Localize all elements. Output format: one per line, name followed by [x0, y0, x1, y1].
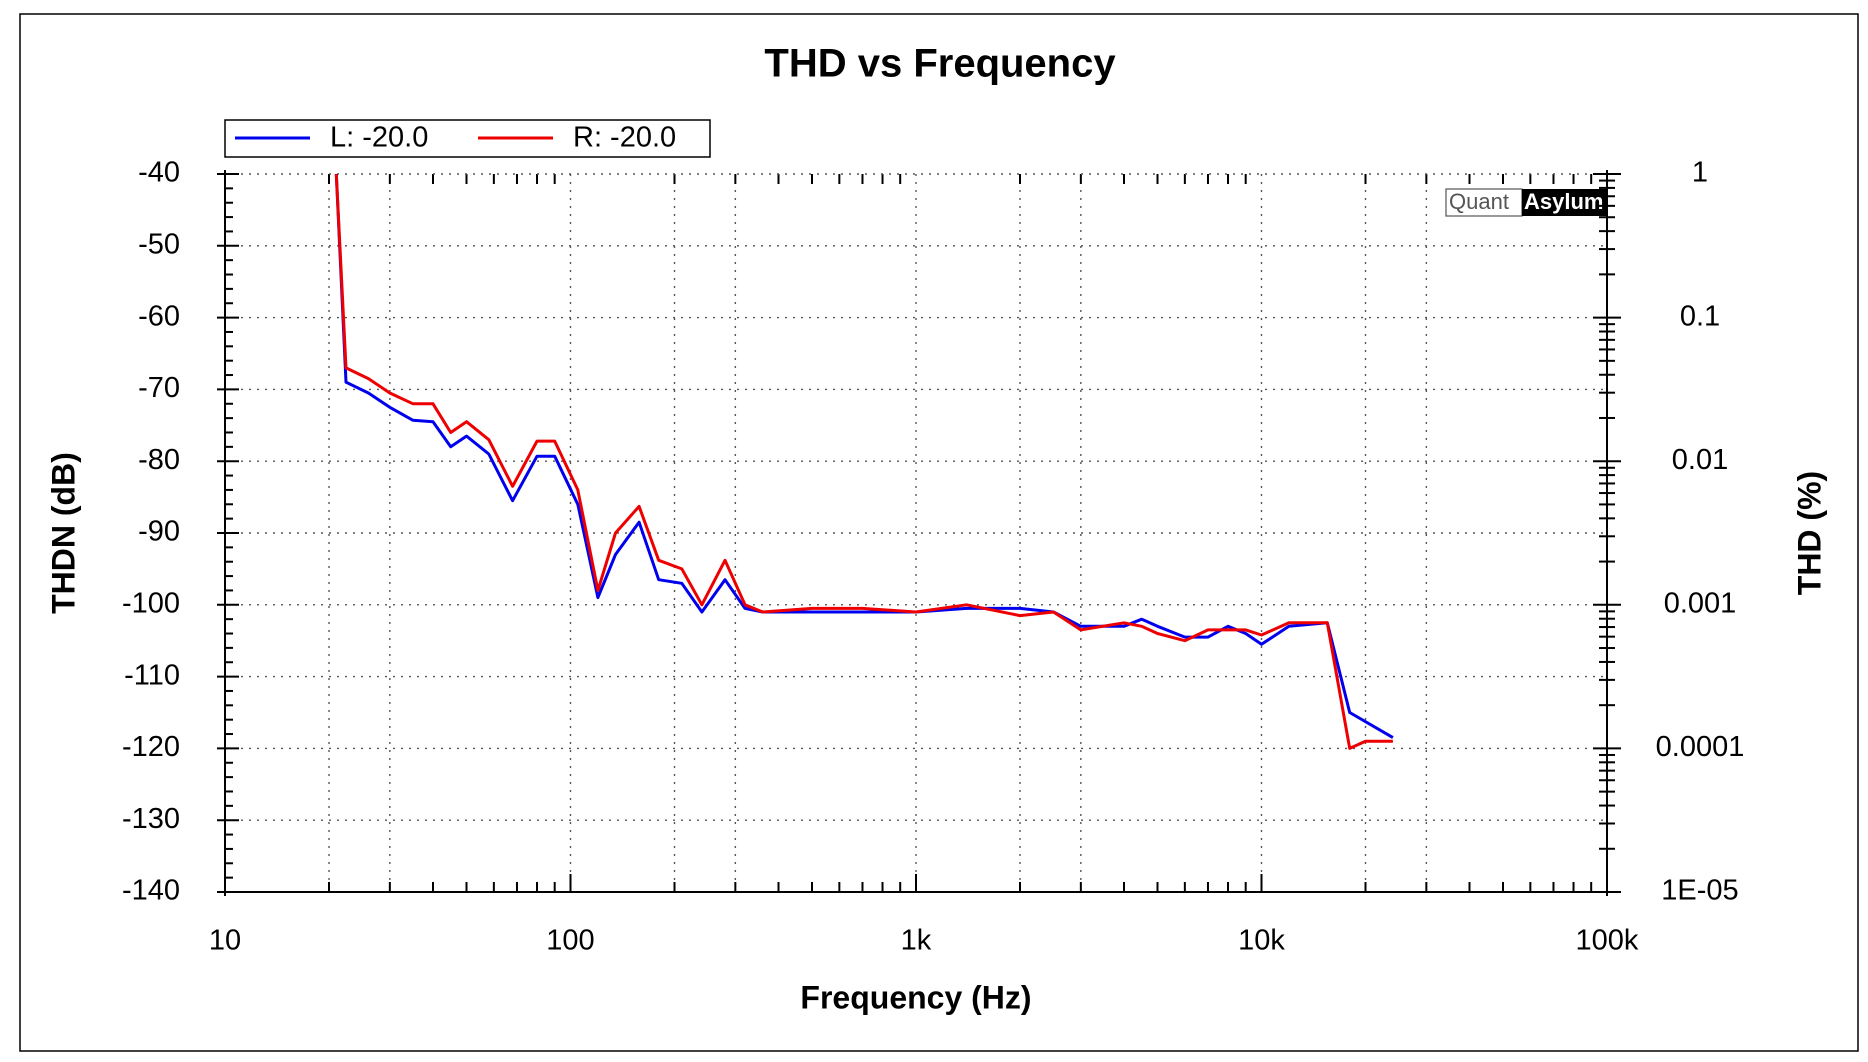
x-axis-label: Frequency (Hz)	[800, 979, 1031, 1015]
y-tick-label: -80	[138, 444, 180, 476]
y2-tick-label: 0.0001	[1656, 731, 1745, 763]
y2-tick-label: 0.1	[1680, 300, 1720, 332]
x-tick-label: 10	[209, 925, 241, 957]
y-axis-label: THDN (dB)	[45, 452, 81, 614]
watermark: Quant Asylum	[1445, 188, 1608, 217]
y-tick-label: -130	[122, 803, 180, 835]
legend-label: L: -20.0	[330, 122, 428, 154]
y-tick-label: -40	[138, 157, 180, 189]
y-tick-label: -140	[122, 875, 180, 907]
y-tick-label: -100	[122, 587, 180, 619]
y2-tick-label: 0.001	[1664, 587, 1737, 619]
y-tick-label: -120	[122, 731, 180, 763]
series-line	[334, 173, 1393, 750]
x-tick-label: 10k	[1238, 925, 1285, 957]
watermark-text: Asylum	[1524, 189, 1603, 214]
chart-title: THD vs Frequency	[764, 42, 1116, 86]
watermark-box	[1522, 189, 1608, 216]
y-tick-label: -60	[138, 300, 180, 332]
y2-tick-label: 1	[1692, 157, 1708, 189]
x-tick-label: 100k	[1576, 925, 1639, 957]
x-tick-label: 100	[546, 925, 594, 957]
y-tick-label: -90	[138, 516, 180, 548]
y-tick-label: -110	[124, 659, 180, 691]
y-tick-label: -50	[138, 228, 180, 260]
y2-tick-label: 1E-05	[1661, 875, 1738, 907]
legend-label: R: -20.0	[573, 122, 676, 154]
y2-axis-label: THD (%)	[1791, 471, 1827, 595]
y2-tick-label: 0.01	[1672, 444, 1728, 476]
watermark-text: Quant	[1449, 189, 1509, 214]
series-line	[334, 173, 1394, 739]
frame	[19, 13, 1859, 1052]
watermark-box	[1445, 188, 1523, 217]
y-tick-label: -70	[138, 372, 180, 404]
x-tick-label: 1k	[901, 925, 932, 957]
